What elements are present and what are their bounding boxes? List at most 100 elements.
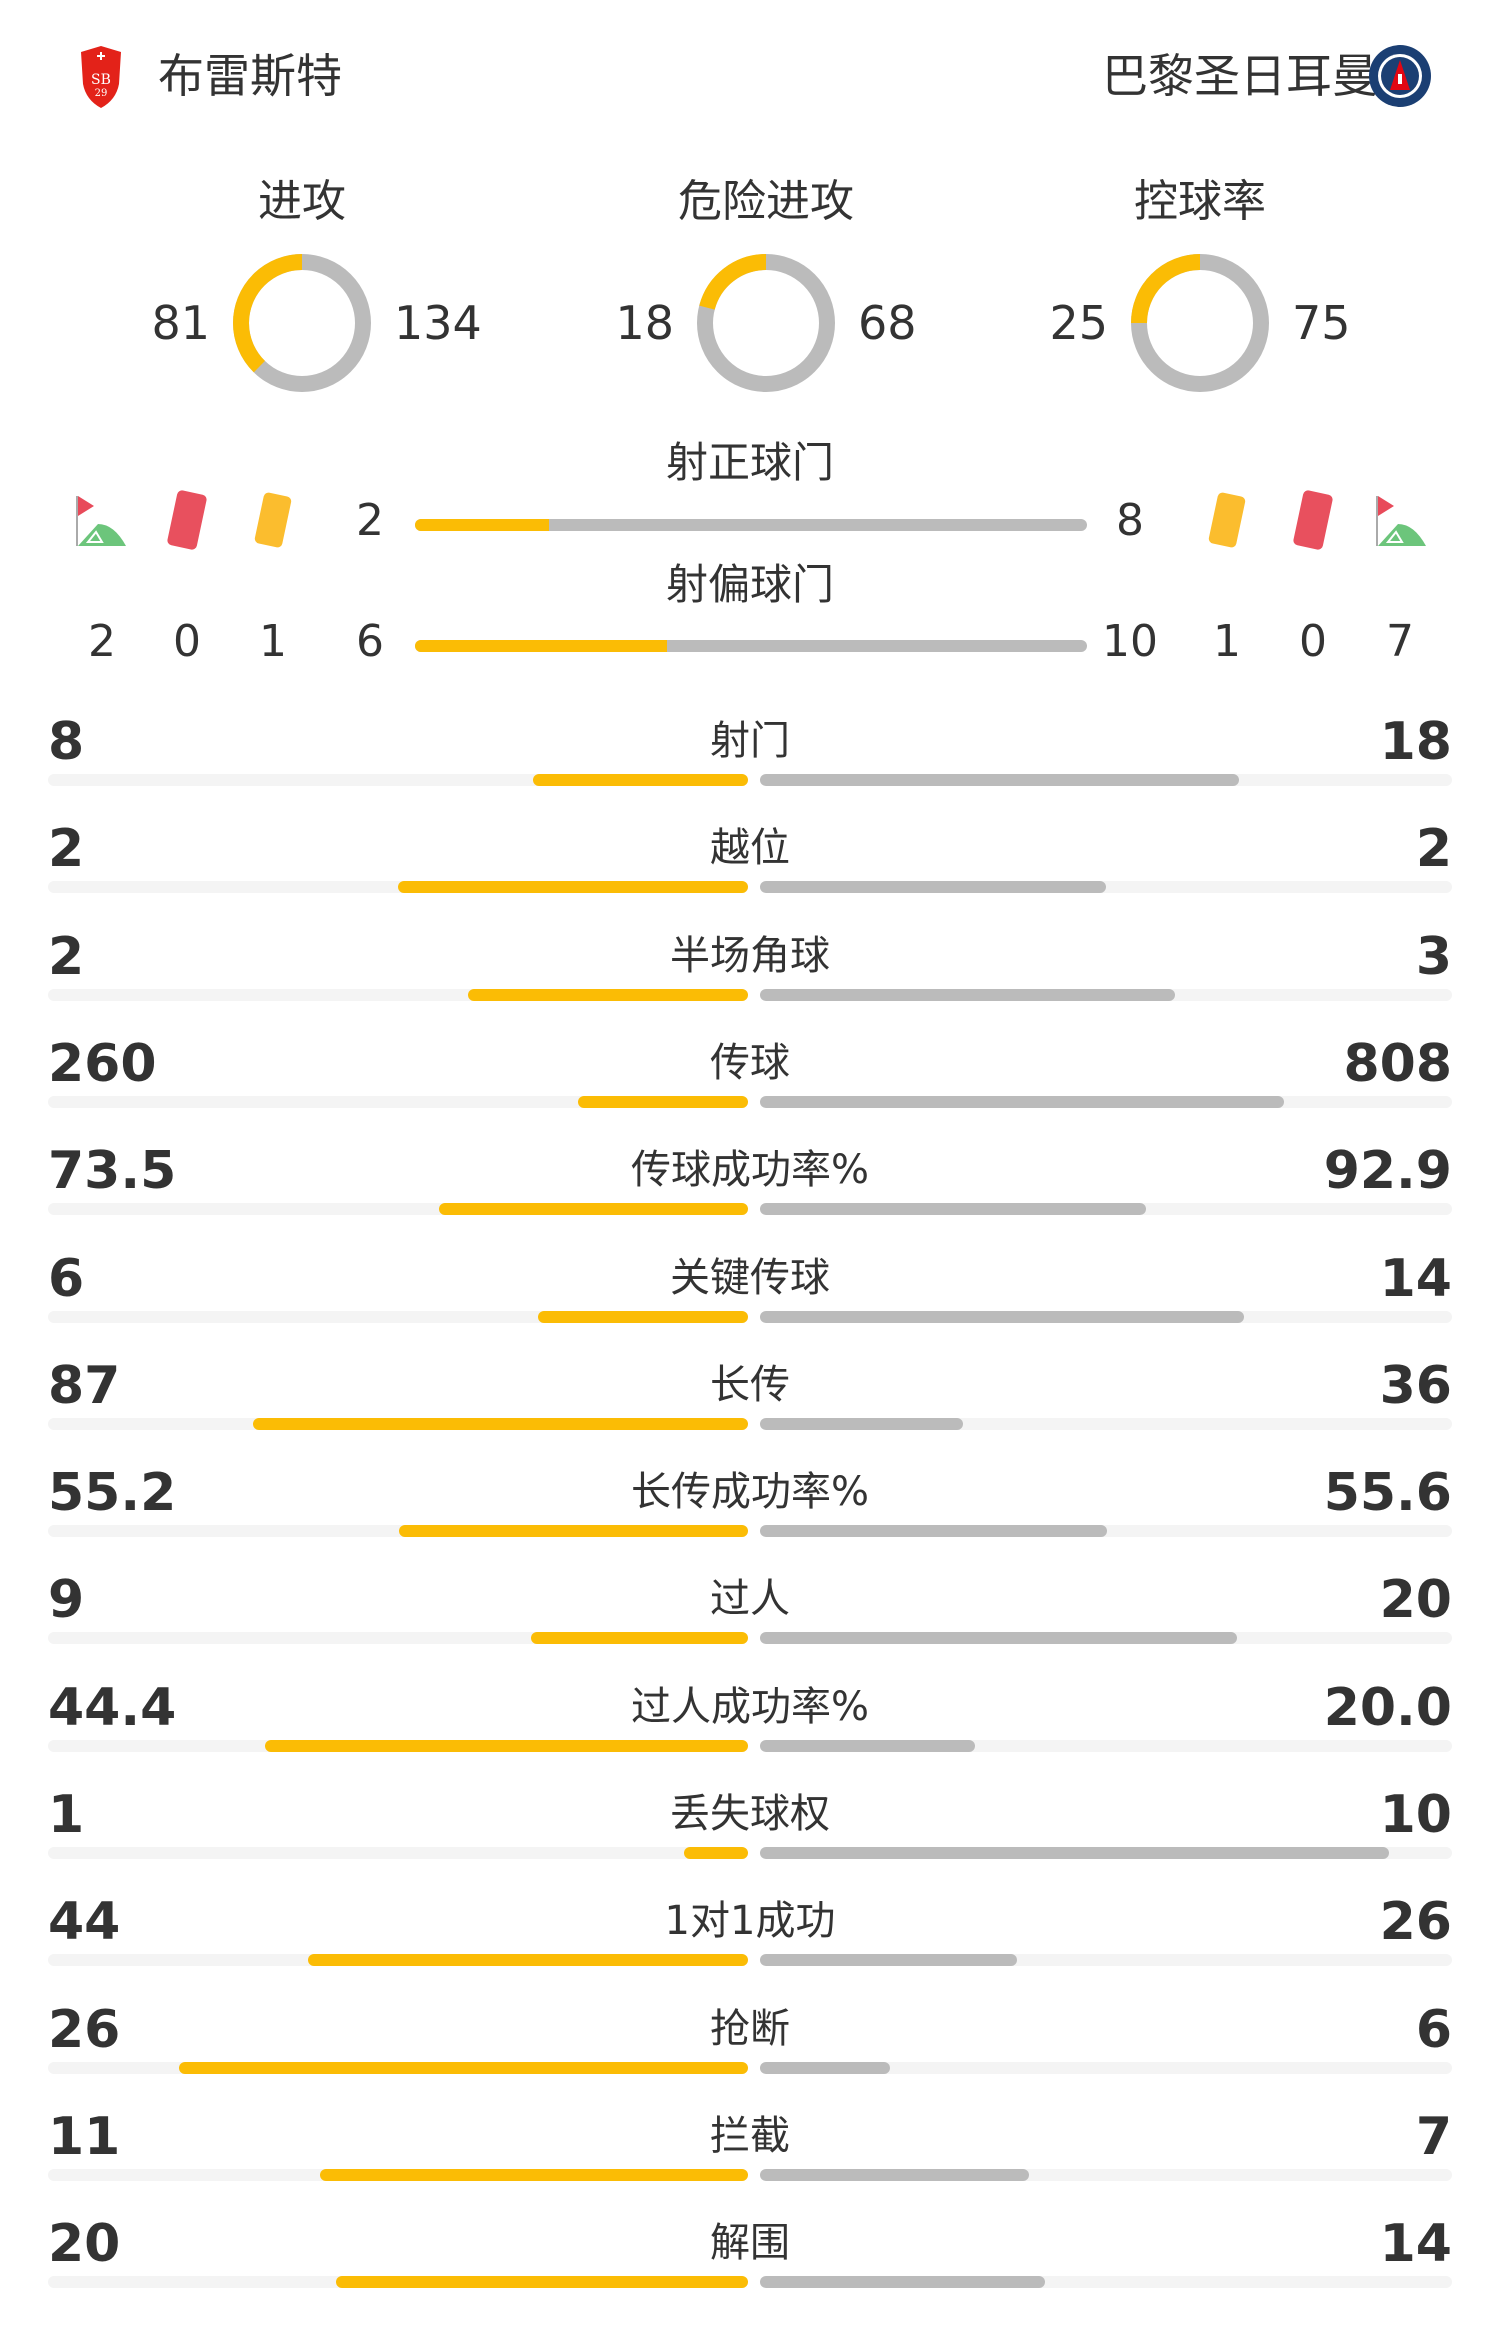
stat-away-value: 92.9 — [1323, 1141, 1452, 1202]
stat-home-value: 87 — [48, 1355, 121, 1416]
stat-away-bar — [760, 1847, 1390, 1859]
stat-away-value: 20.0 — [1323, 1677, 1452, 1738]
stat-row: 73.5 传球成功率% 92.9 — [0, 1141, 1500, 1248]
corner-flag-icon — [74, 494, 128, 552]
corner-flag-icon — [1374, 494, 1428, 552]
stat-away-track — [760, 2061, 1452, 2074]
stat-away-bar — [760, 881, 1106, 894]
donut-chart — [233, 254, 371, 392]
stat-row: 2 越位 2 — [0, 819, 1500, 926]
shots-on-target-home: 2 — [356, 495, 384, 546]
red-card-icon — [164, 490, 210, 556]
stat-home-bar — [265, 1739, 748, 1752]
donut-home-value: 81 — [151, 296, 210, 350]
shots-on-target-label: 射正球门 — [665, 438, 834, 487]
stat-away-value: 10 — [1379, 1785, 1452, 1845]
stat-home-track — [48, 1095, 748, 1108]
stat-away-value: 14 — [1379, 1248, 1452, 1309]
stat-home-value: 73.5 — [48, 1141, 177, 1202]
away-team-name: 巴黎圣日耳曼 — [1102, 49, 1378, 103]
stat-row: 1 丢失球权 10 — [0, 1785, 1500, 1892]
donut-away-value: 68 — [858, 296, 917, 350]
stat-row: 44.4 过人成功率% 20.0 — [0, 1678, 1500, 1785]
away-yellow-cards: 1 — [1213, 616, 1241, 667]
stat-row: 20 解围 14 — [0, 2214, 1500, 2321]
stat-label: 传球 — [710, 1039, 790, 1086]
stat-row: 44 1对1成功 26 — [0, 1892, 1500, 1999]
shots-off-target-home: 6 — [356, 616, 384, 667]
stat-away-value: 26 — [1379, 1892, 1452, 1953]
stat-home-bar — [336, 2276, 748, 2289]
stat-away-value: 18 — [1379, 712, 1452, 772]
stat-home-value: 2 — [48, 819, 85, 880]
stat-label: 解围 — [710, 2220, 790, 2267]
stat-label: 1对1成功 — [664, 1898, 836, 1945]
stat-away-bar — [760, 1417, 963, 1430]
stat-home-bar — [179, 2061, 748, 2074]
donut-home-arc — [233, 254, 371, 392]
stat-away-bar — [760, 2061, 890, 2074]
donut-home-arc — [697, 254, 835, 392]
stat-home-value: 260 — [48, 1033, 157, 1094]
stat-home-value: 55.2 — [48, 1463, 177, 1524]
stat-away-bar — [760, 774, 1240, 786]
stat-home-bar — [320, 2168, 748, 2181]
stat-home-value: 2 — [48, 926, 85, 987]
red-card-icon — [1290, 490, 1336, 556]
stat-away-bar — [760, 1632, 1238, 1645]
stat-label: 长传 — [710, 1361, 790, 1408]
stat-row: 55.2 长传成功率% 55.6 — [0, 1463, 1500, 1570]
stat-away-bar — [760, 1203, 1147, 1216]
stat-label: 越位 — [710, 825, 790, 872]
stat-away-value: 6 — [1415, 1999, 1452, 2060]
stat-home-value: 11 — [48, 2106, 121, 2167]
stat-home-bar — [252, 1417, 748, 1430]
stat-home-bar — [398, 881, 748, 894]
stat-home-bar — [399, 1525, 748, 1538]
stat-row: 8 射门 18 — [0, 712, 1500, 819]
shots-on-target-bar — [415, 519, 1087, 531]
donut-away-value: 134 — [394, 296, 482, 350]
svg-text:29: 29 — [95, 88, 108, 99]
donut-away-value: 75 — [1292, 296, 1351, 350]
stat-label: 抢断 — [710, 2005, 790, 2052]
stat-home-bar — [438, 1203, 748, 1216]
away-corners: 7 — [1386, 616, 1414, 667]
stat-label: 拦截 — [710, 2112, 790, 2159]
stat-row: 87 长传 36 — [0, 1356, 1500, 1463]
shots-on-target-home-fill — [415, 519, 550, 531]
stat-row: 26 抢断 6 — [0, 2000, 1500, 2107]
stat-away-value: 2 — [1415, 819, 1452, 880]
shots-off-target-label: 射偏球门 — [665, 560, 834, 609]
stat-home-value: 6 — [48, 1248, 85, 1309]
stat-home-bar — [308, 1954, 748, 1967]
stat-away-bar — [760, 2168, 1030, 2181]
stat-label: 过人 — [710, 1576, 790, 1623]
stat-home-bar — [468, 988, 748, 1001]
stat-home-value: 1 — [48, 1785, 85, 1845]
donut-title: 进攻 — [258, 176, 346, 227]
stat-label: 射门 — [710, 718, 790, 764]
stat-home-value: 9 — [48, 1570, 85, 1631]
stat-away-value: 14 — [1379, 2214, 1452, 2275]
stat-label: 长传成功率% — [630, 1469, 869, 1516]
donut-title: 危险进攻 — [678, 176, 854, 227]
stat-away-bar — [760, 1310, 1245, 1323]
stat-home-bar — [577, 1095, 748, 1108]
stat-away-bar — [760, 988, 1176, 1001]
donut-chart — [697, 254, 835, 392]
stat-home-value: 44 — [48, 1892, 121, 1953]
stat-away-value: 7 — [1415, 2106, 1452, 2167]
home-corners: 2 — [88, 616, 116, 667]
stat-row: 2 半场角球 3 — [0, 927, 1500, 1034]
shots-off-target-away: 10 — [1102, 616, 1158, 667]
away-red-cards: 0 — [1299, 616, 1327, 667]
stat-home-bar — [530, 1632, 748, 1645]
home-team-logo: SB 29 — [76, 44, 126, 110]
yellow-card-icon — [1204, 492, 1250, 554]
stat-row: 9 过人 20 — [0, 1570, 1500, 1677]
stat-away-value: 808 — [1343, 1033, 1452, 1094]
stat-home-value: 20 — [48, 2214, 121, 2275]
stat-label: 关键传球 — [670, 1254, 830, 1301]
stat-row: 11 拦截 7 — [0, 2107, 1500, 2214]
